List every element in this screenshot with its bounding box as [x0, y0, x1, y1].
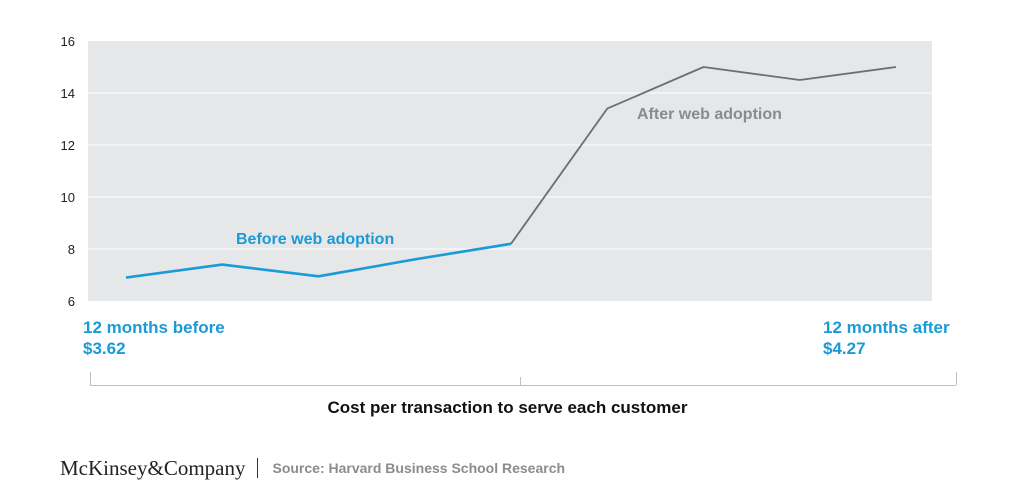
y-tick-label: 10 [61, 190, 75, 205]
x-axis-caption: Cost per transaction to serve each custo… [327, 398, 688, 417]
right-endpoint-value: $4.27 [823, 339, 866, 358]
series-label: After web adoption [637, 106, 782, 123]
series-line [510, 66, 897, 245]
gridlines [88, 92, 932, 250]
footer: McKinsey&Company Source: Harvard Busines… [60, 455, 565, 481]
right-endpoint: 12 months after $4.27 [823, 317, 950, 359]
left-endpoint: 12 months before $3.62 [83, 317, 225, 359]
y-tick-label: 16 [61, 34, 75, 49]
bracket-right-tick [956, 372, 957, 385]
left-endpoint-value: $3.62 [83, 339, 126, 358]
series-labels: Before web adoption After web adoption [236, 106, 782, 248]
line-chart: 6 8 10 12 14 16 Before web adoption After web … [61, 34, 932, 309]
mckinsey-logo: McKinsey&Company [60, 455, 246, 480]
bracket-center-tick [520, 377, 521, 385]
bracket-baseline [90, 385, 956, 386]
series-lines [125, 66, 897, 279]
y-tick-label: 6 [68, 294, 75, 309]
footer-divider [257, 458, 259, 478]
right-endpoint-label: 12 months after [823, 318, 950, 337]
y-tick-label: 12 [61, 138, 75, 153]
left-endpoint-label: 12 months before [83, 318, 225, 337]
series-label: Before web adoption [236, 231, 394, 248]
bracket-left-tick [90, 372, 91, 385]
y-axis-ticks: 6 8 10 12 14 16 [61, 34, 75, 309]
source-note: Source: Harvard Business School Research [272, 460, 566, 476]
plot-area [88, 41, 932, 301]
series-line [125, 242, 512, 279]
y-tick-label: 8 [68, 242, 75, 257]
y-tick-label: 14 [61, 86, 75, 101]
